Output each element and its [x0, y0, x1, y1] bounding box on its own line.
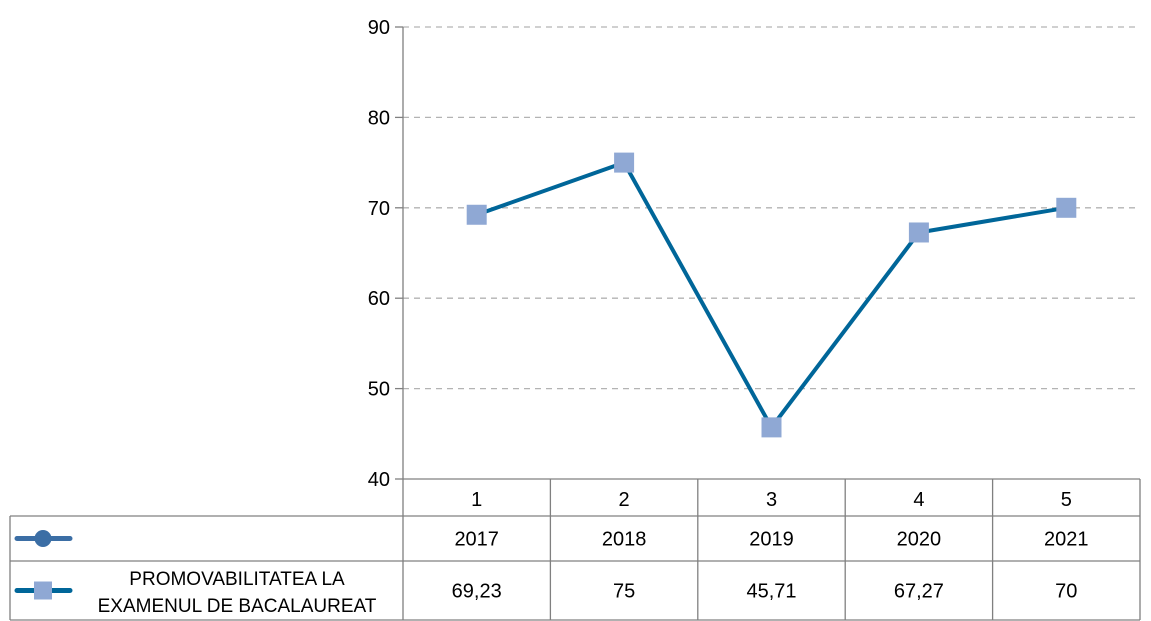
y-tick-labels: 90 80 70 60 50 40	[368, 17, 390, 491]
table-cell-value: 69,23	[452, 581, 502, 603]
legend-label-line1: PROMOVABILITATEA LA	[129, 569, 345, 590]
y-tick-label: 50	[368, 379, 390, 401]
x-category-label: 5	[1061, 489, 1072, 511]
table-cell-value: 2019	[749, 529, 794, 551]
data-point-marker	[614, 152, 635, 173]
table-cell-value: 70	[1055, 581, 1077, 603]
axes	[395, 26, 404, 620]
legend-key-circle-marker	[34, 530, 52, 547]
table-cell-value: 2021	[1044, 529, 1089, 551]
table-cell-value: 75	[613, 581, 635, 603]
data-point-marker	[908, 222, 929, 243]
data-table: 1 2 3 4 5 2017 2018 2019 2020 2021 PROMOVABILITATE…	[9, 478, 1141, 621]
series-line	[476, 160, 1067, 430]
table-cell-value: 67,27	[894, 581, 944, 603]
grid-lines	[403, 26, 1140, 390]
y-tick-label: 80	[368, 107, 390, 129]
table-cell-value: 2020	[897, 529, 942, 551]
y-tick-label: 40	[368, 469, 390, 491]
x-category-label: 1	[471, 489, 482, 511]
y-tick-label: 90	[368, 17, 390, 39]
data-point-marker	[1056, 197, 1077, 218]
data-point-marker	[466, 204, 487, 225]
table-cell-value: 2017	[454, 529, 499, 551]
y-tick-label: 60	[368, 288, 390, 310]
x-category-label: 2	[619, 489, 630, 511]
table-cell-value: 45,71	[746, 581, 796, 603]
x-category-label: 4	[913, 489, 924, 511]
table-cell-value: 2018	[602, 529, 647, 551]
y-tick-label: 70	[368, 198, 390, 220]
legend-label-line2: EXAMENUL DE BACALAUREAT	[98, 596, 377, 617]
data-point-marker	[761, 417, 782, 438]
series-lines	[466, 152, 1077, 438]
x-category-label: 3	[766, 489, 777, 511]
legend-key-square-marker	[34, 581, 52, 600]
